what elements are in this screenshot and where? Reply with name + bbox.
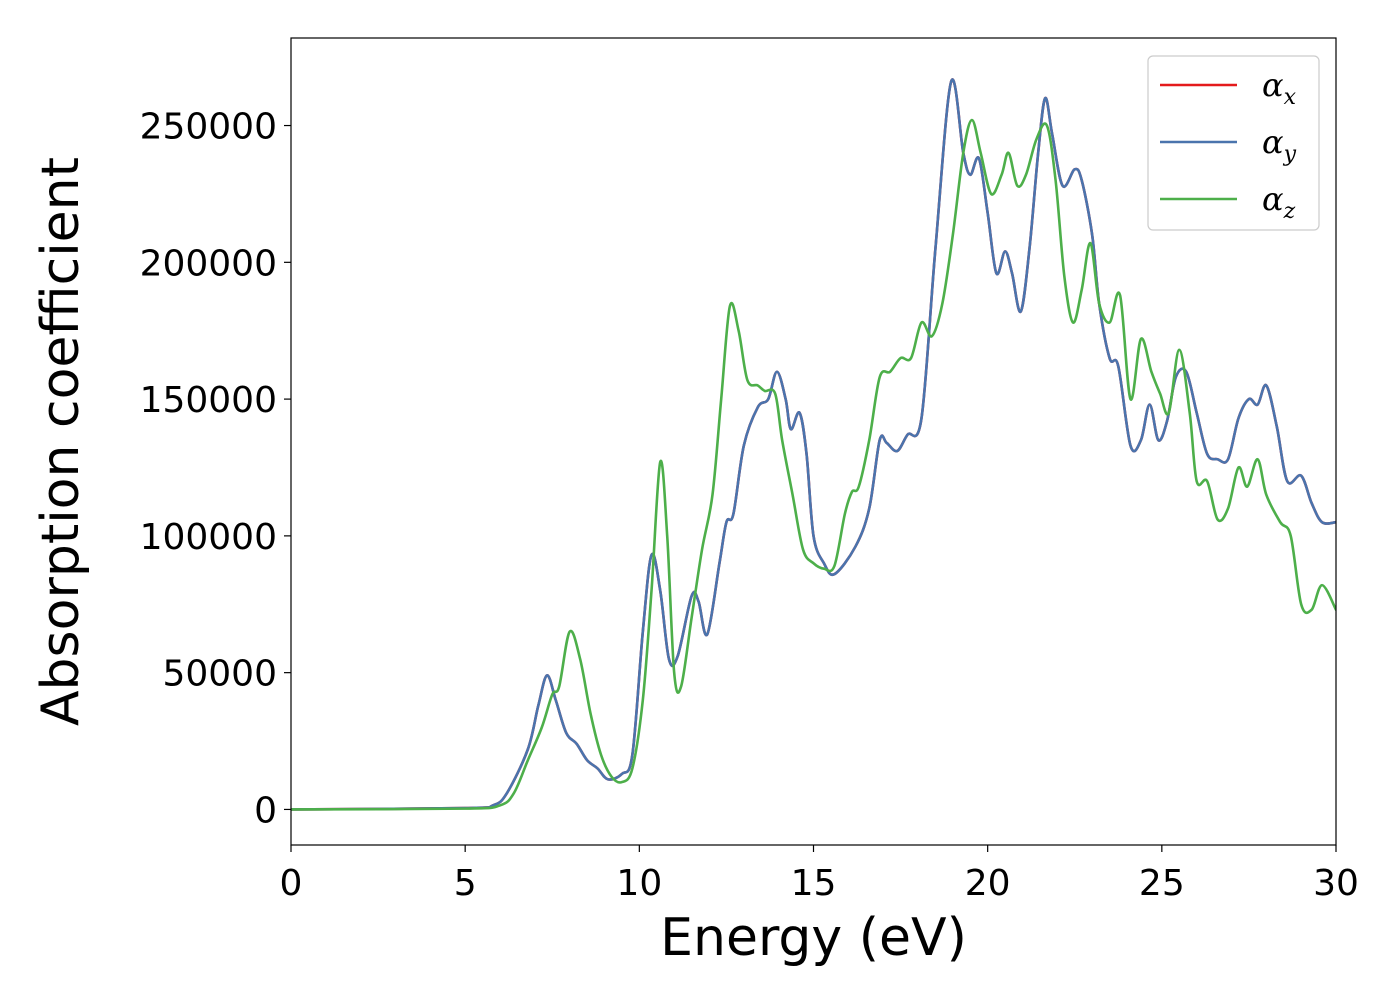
y-axis: 0 50000 100000 150000 200000 250000 xyxy=(140,107,291,831)
legend-subscript: z xyxy=(1283,199,1296,224)
y-tick-label: 100000 xyxy=(140,517,277,558)
x-tick-label: 30 xyxy=(1313,863,1359,904)
series-layer xyxy=(291,78,1336,811)
x-tick-label: 10 xyxy=(616,863,662,904)
legend-label-z: αz xyxy=(1262,180,1296,224)
y-tick-label: 200000 xyxy=(140,243,277,284)
y-tick-label: 250000 xyxy=(140,107,277,148)
series-line-y xyxy=(291,78,1336,811)
y-axis-title: Absorption coefficient xyxy=(31,157,91,726)
x-tick-label: 15 xyxy=(791,863,837,904)
series-line-z xyxy=(291,118,1336,811)
legend-subscript: y xyxy=(1283,142,1297,167)
legend-symbol: α xyxy=(1262,66,1284,104)
x-tick-label: 0 xyxy=(280,863,303,904)
x-axis: 0 5 10 15 20 25 30 xyxy=(280,845,1359,904)
x-tick-label: 5 xyxy=(454,863,477,904)
y-tick-label: 150000 xyxy=(140,380,277,421)
legend-symbol: α xyxy=(1262,123,1284,161)
y-tick-label: 50000 xyxy=(162,654,277,695)
legend-subscript: x xyxy=(1284,85,1297,110)
x-axis-title: Energy (eV) xyxy=(660,908,967,968)
x-tick-label: 25 xyxy=(1139,863,1185,904)
legend-label-y: αy xyxy=(1262,123,1297,167)
legend-symbol: α xyxy=(1262,180,1284,218)
x-tick-label: 20 xyxy=(965,863,1011,904)
legend-label-x: αx xyxy=(1262,66,1297,110)
y-tick-label: 0 xyxy=(254,790,277,831)
